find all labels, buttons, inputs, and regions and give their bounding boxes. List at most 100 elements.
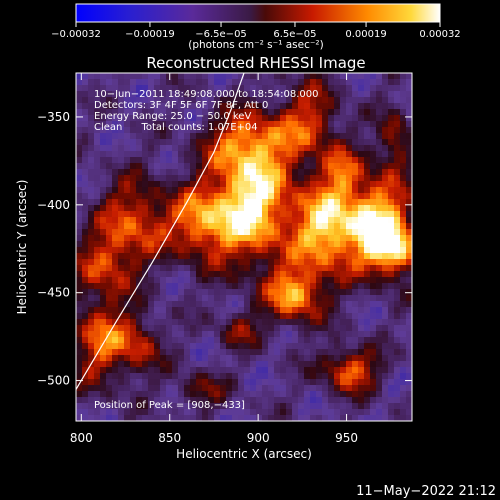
heatmap-cell: [334, 127, 340, 133]
heatmap-cell: [238, 343, 244, 349]
heatmap-cell: [196, 259, 202, 265]
heatmap-cell: [112, 205, 118, 211]
heatmap-cell: [142, 385, 148, 391]
heatmap-cell: [238, 223, 244, 229]
heatmap-cell: [316, 319, 322, 325]
heatmap-cell: [364, 367, 370, 373]
peak-position-label: Position of Peak = [908,−433]: [94, 400, 245, 411]
heatmap-cell: [268, 343, 274, 349]
heatmap-cell: [154, 181, 160, 187]
heatmap-cell: [280, 241, 286, 247]
heatmap-cell: [184, 193, 190, 199]
heatmap-cell: [400, 253, 406, 259]
heatmap-cell: [214, 289, 220, 295]
heatmap-cell: [100, 391, 106, 397]
heatmap-cell: [202, 181, 208, 187]
heatmap-cell: [268, 229, 274, 235]
heatmap-cell: [292, 181, 298, 187]
heatmap-cell: [214, 139, 220, 145]
heatmap-cell: [250, 355, 256, 361]
heatmap-cell: [262, 331, 268, 337]
heatmap-cell: [364, 241, 370, 247]
heatmap-cell: [226, 169, 232, 175]
heatmap-cell: [148, 181, 154, 187]
heatmap-cell: [106, 361, 112, 367]
heatmap-cell: [388, 139, 394, 145]
heatmap-cell: [202, 331, 208, 337]
heatmap-cell: [322, 247, 328, 253]
heatmap-cell: [148, 271, 154, 277]
heatmap-cell: [328, 367, 334, 373]
heatmap-cell: [124, 277, 130, 283]
heatmap-cell: [322, 199, 328, 205]
heatmap-cell: [238, 151, 244, 157]
heatmap-cell: [244, 229, 250, 235]
heatmap-cell: [340, 385, 346, 391]
heatmap-cell: [298, 235, 304, 241]
heatmap-cell: [76, 139, 82, 145]
heatmap-cell: [100, 103, 106, 109]
heatmap-cell: [136, 283, 142, 289]
heatmap-cell: [112, 265, 118, 271]
heatmap-cell: [208, 247, 214, 253]
heatmap-cell: [112, 259, 118, 265]
heatmap-cell: [262, 229, 268, 235]
heatmap-cell: [334, 373, 340, 379]
heatmap-cell: [376, 331, 382, 337]
heatmap-cell: [334, 409, 340, 415]
heatmap-cell: [352, 391, 358, 397]
heatmap-cell: [124, 223, 130, 229]
heatmap-cell: [244, 283, 250, 289]
heatmap-cell: [154, 397, 160, 403]
heatmap-cell: [274, 217, 280, 223]
heatmap-cell: [88, 235, 94, 241]
x-tick-label: 800: [70, 431, 93, 445]
heatmap-cell: [310, 409, 316, 415]
heatmap-cell: [148, 91, 154, 97]
heatmap-cell: [292, 115, 298, 121]
heatmap-cell: [238, 73, 244, 79]
heatmap-cell: [172, 409, 178, 415]
y-tick-label: −350: [37, 110, 70, 124]
heatmap-cell: [100, 85, 106, 91]
heatmap-cell: [136, 163, 142, 169]
heatmap-cell: [250, 193, 256, 199]
heatmap-cell: [406, 139, 412, 145]
heatmap-cell: [100, 325, 106, 331]
heatmap-cell: [148, 223, 154, 229]
heatmap-cell: [382, 73, 388, 79]
heatmap-cell: [256, 325, 262, 331]
heatmap-cell: [286, 241, 292, 247]
heatmap-cell: [310, 181, 316, 187]
heatmap-cell: [304, 409, 310, 415]
y-tick-label: −400: [37, 198, 70, 212]
heatmap-cell: [340, 211, 346, 217]
heatmap-cell: [358, 127, 364, 133]
heatmap-cell: [124, 103, 130, 109]
heatmap-cell: [352, 289, 358, 295]
heatmap-cell: [262, 163, 268, 169]
heatmap-cell: [388, 313, 394, 319]
heatmap-cell: [82, 241, 88, 247]
heatmap-cell: [262, 349, 268, 355]
heatmap-cell: [316, 223, 322, 229]
heatmap-cell: [244, 241, 250, 247]
heatmap-cell: [364, 205, 370, 211]
heatmap-cell: [178, 175, 184, 181]
heatmap-cell: [226, 91, 232, 97]
heatmap-cell: [112, 235, 118, 241]
heatmap-cell: [100, 403, 106, 409]
heatmap-cell: [130, 157, 136, 163]
heatmap-cell: [274, 127, 280, 133]
heatmap-cell: [370, 319, 376, 325]
heatmap-cell: [202, 229, 208, 235]
heatmap-cell: [352, 253, 358, 259]
heatmap-cell: [370, 121, 376, 127]
heatmap-cell: [76, 379, 82, 385]
heatmap-cell: [208, 109, 214, 115]
heatmap-cell: [238, 277, 244, 283]
heatmap-cell: [118, 409, 124, 415]
heatmap-cell: [94, 361, 100, 367]
heatmap-cell: [352, 223, 358, 229]
heatmap-cell: [178, 313, 184, 319]
